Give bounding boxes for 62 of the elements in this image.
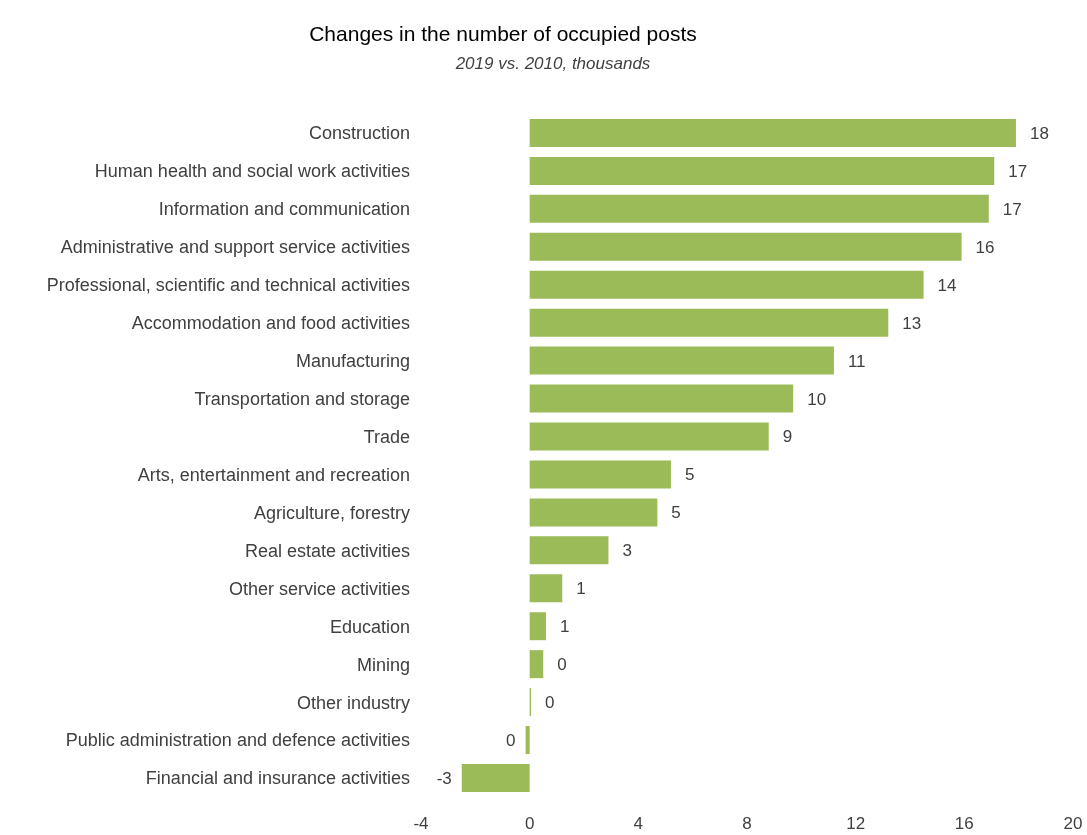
y-tick-label: Mining — [356, 654, 410, 675]
bar — [529, 194, 989, 223]
data-label: 17 — [1008, 161, 1028, 181]
y-tick-label: Arts, entertainment and recreation — [137, 464, 410, 485]
y-tick-label: Agriculture, forestry — [253, 502, 410, 523]
x-tick-label: 8 — [742, 814, 752, 834]
y-tick-label: Administrative and support service activities — [60, 237, 410, 258]
data-label: 14 — [937, 275, 957, 295]
y-tick-label: Public administration and defence activities — [65, 730, 410, 751]
bar — [529, 346, 834, 375]
bar — [461, 763, 530, 792]
bar — [529, 498, 658, 527]
data-label: 9 — [782, 427, 793, 447]
data-label: 5 — [684, 465, 695, 485]
bar — [529, 118, 1016, 147]
x-tick-label: 20 — [1063, 814, 1083, 834]
y-tick-label: Transportation and storage — [194, 388, 410, 409]
bar — [529, 612, 546, 641]
y-tick-label: Human health and social work activities — [94, 161, 410, 182]
bar — [529, 460, 671, 489]
bar — [529, 422, 769, 451]
bar — [529, 384, 794, 413]
bar — [529, 270, 924, 299]
data-label: 0 — [545, 693, 555, 713]
data-label: 1 — [559, 617, 570, 637]
y-tick-label: Professional, scientific and technical activities — [46, 275, 410, 296]
bar — [525, 726, 530, 755]
data-label: 13 — [902, 313, 922, 333]
data-label: -3 — [436, 768, 452, 788]
bar — [529, 536, 609, 565]
bar — [529, 308, 889, 337]
y-tick-label: Financial and insurance activities — [145, 768, 410, 789]
y-tick-label: Education — [329, 616, 410, 637]
y-tick-label: Other industry — [296, 692, 410, 713]
x-tick-label: 12 — [846, 814, 866, 834]
data-label: 17 — [1002, 199, 1022, 219]
y-tick-label: Real estate activities — [244, 540, 410, 561]
chart-title: Changes in the number of occupied posts — [308, 22, 698, 46]
bar — [529, 574, 563, 603]
data-label: 16 — [975, 237, 995, 257]
x-tick-label: 4 — [633, 814, 644, 834]
bar — [529, 650, 544, 679]
data-label: 18 — [1029, 123, 1049, 143]
chart-subtitle: 2019 vs. 2010, thousands — [454, 54, 652, 74]
data-label: 10 — [807, 389, 827, 409]
y-tick-label: Trade — [363, 426, 410, 447]
y-tick-label: Other service activities — [228, 578, 410, 599]
y-tick-label: Manufacturing — [295, 351, 410, 372]
x-tick-label: 16 — [954, 814, 974, 834]
x-tick-label: 0 — [524, 814, 535, 834]
data-label: 3 — [622, 541, 632, 561]
y-tick-label: Construction — [308, 123, 410, 144]
y-tick-label: Information and communication — [158, 199, 410, 220]
data-label: 11 — [847, 351, 866, 371]
bar — [529, 156, 995, 185]
bar — [529, 232, 962, 261]
data-label: 0 — [506, 731, 516, 751]
x-tick-label: -4 — [413, 814, 429, 834]
y-tick-label: Accommodation and food activities — [131, 313, 410, 334]
data-label: 0 — [557, 655, 567, 675]
data-label: 1 — [576, 579, 586, 599]
data-label: 5 — [671, 503, 681, 523]
